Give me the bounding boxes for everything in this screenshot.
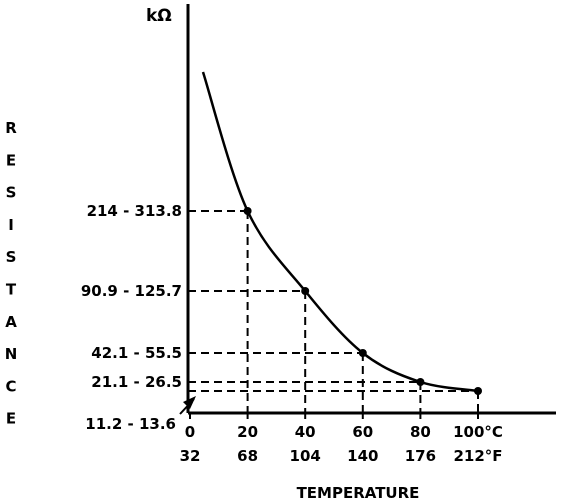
y-tick-label: 42.1 - 55.5 xyxy=(91,344,182,362)
axes xyxy=(186,4,556,419)
y-axis-label-letter: R xyxy=(5,119,17,137)
data-point xyxy=(358,349,367,357)
point-markers xyxy=(243,207,482,395)
y-axis-label-letter: E xyxy=(6,151,16,169)
y-axis-label-letter: S xyxy=(6,184,17,202)
x-tick-label-celsius: 100°C xyxy=(453,423,503,441)
x-tick-label-fahrenheit: 176 xyxy=(405,447,436,465)
y-axis-label-letter: S xyxy=(6,248,17,266)
y-tick-label: 214 - 313.8 xyxy=(87,202,182,220)
y-axis-label-letter: C xyxy=(5,377,16,395)
x-tick-label-fahrenheit: 68 xyxy=(237,447,258,465)
y-tick-label: 21.1 - 26.5 xyxy=(91,373,182,391)
y-tick-labels: 214 - 313.8 90.9 - 125.7 42.1 - 55.5 21.1 -… xyxy=(81,202,196,433)
y-axis-label-letter: N xyxy=(5,345,18,363)
data-point xyxy=(416,378,425,386)
x-tick-label-fahrenheit: 212°F xyxy=(453,447,502,465)
x-axis-label: TEMPERATURE xyxy=(297,484,420,502)
y-axis-label-letter: A xyxy=(5,313,17,331)
origin-arrow-head xyxy=(183,396,196,409)
x-tick-label-fahrenheit: 140 xyxy=(347,447,378,465)
x-tick-labels: 0 32 20 68 40 104 60 140 80 176 100°C 212°F xyxy=(180,423,503,465)
y-axis-label-letter: E xyxy=(6,410,16,428)
resistance-curve xyxy=(201,71,479,393)
x-tick-label-celsius: 40 xyxy=(295,423,316,441)
x-tick-label-celsius: 60 xyxy=(352,423,373,441)
y-axis-label-letter: T xyxy=(6,281,17,299)
data-point xyxy=(301,287,310,295)
x-tick-label-fahrenheit: 104 xyxy=(290,447,321,465)
dashed-guides xyxy=(188,210,479,413)
x-tick-label-celsius: 0 xyxy=(185,423,195,441)
data-point xyxy=(474,387,482,395)
y-unit-label: kΩ xyxy=(146,6,172,26)
x-tick-label-celsius: 80 xyxy=(410,423,431,441)
x-tick-label-fahrenheit: 32 xyxy=(180,447,201,465)
y-tick-label: 90.9 - 125.7 xyxy=(81,282,182,300)
y-axis-label-letter: I xyxy=(8,216,14,234)
x-tick-label-celsius: 20 xyxy=(237,423,258,441)
curve-layer xyxy=(201,71,479,393)
data-point xyxy=(243,207,252,215)
y-tick-label: 11.2 - 13.6 xyxy=(85,415,176,433)
